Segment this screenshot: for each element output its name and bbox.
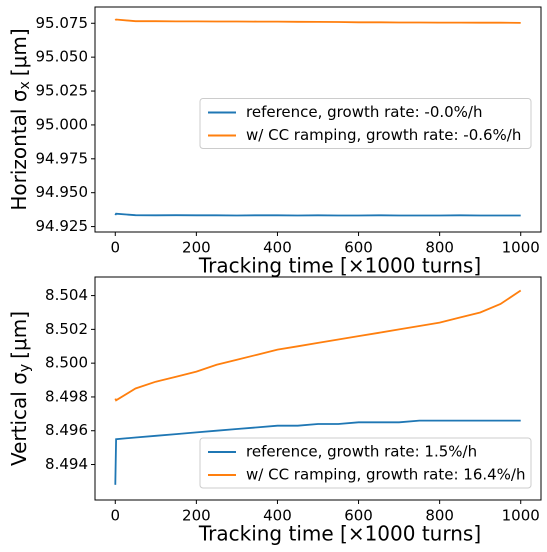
y-tick-label: 8.504 (45, 286, 88, 304)
legend-box (199, 437, 532, 489)
data-line (114, 289, 522, 402)
data-line (114, 419, 521, 485)
y-tick-label: 94.975 (36, 149, 89, 167)
x-tick-label: 400 (263, 507, 292, 525)
x-tick-label: 0 (110, 239, 120, 257)
y-tick-label: 95.000 (36, 115, 89, 133)
y-axis-label-text: Horizontal σ (7, 89, 31, 210)
y-tick-label: 94.925 (36, 217, 89, 235)
x-tick-label: 1000 (502, 239, 540, 257)
x-tick-label: 600 (344, 507, 373, 525)
x-tick-label: 400 (263, 239, 292, 257)
y-axis-label-unit: [μm] (7, 28, 31, 76)
legend-label: reference, growth rate: 1.5%/h (246, 443, 477, 461)
y-tick-label: 8.498 (45, 387, 88, 405)
y-axis-label: Horizontal σx [μm] (7, 28, 34, 210)
y-tick-label: 95.075 (36, 14, 89, 32)
y-tick-label: 95.050 (36, 48, 89, 66)
y-axis-label: Vertical σy [μm] (7, 311, 34, 466)
x-tick-label: 200 (182, 507, 211, 525)
legend-box (199, 98, 532, 149)
y-tick-label: 8.496 (45, 421, 88, 439)
data-line (114, 18, 521, 24)
y-tick-label: 8.500 (45, 354, 88, 372)
axes-frame (94, 6, 542, 233)
x-axis-label: Tracking time [×1000 turns] (198, 522, 481, 546)
y-tick-label: 8.494 (45, 455, 88, 473)
y-axis-label-unit: [μm] (7, 311, 31, 359)
y-tick-label: 95.025 (36, 82, 89, 100)
axes-frame (94, 276, 542, 501)
legend-label: w/ CC ramping, growth rate: 16.4%/h (246, 466, 526, 484)
x-tick-label: 1000 (502, 507, 540, 525)
x-tick-label: 200 (182, 239, 211, 257)
x-tick-label: 800 (425, 507, 454, 525)
legend-label: w/ CC ramping, growth rate: -0.6%/h (246, 126, 521, 144)
y-tick-label: 94.950 (36, 183, 89, 201)
x-tick-label: 800 (425, 239, 454, 257)
y-tick-label: 8.502 (45, 320, 88, 338)
data-line (114, 212, 521, 217)
x-tick-label: 0 (110, 507, 120, 525)
legend-label: reference, growth rate: -0.0%/h (246, 103, 483, 121)
y-axis-label-text: Vertical σ (7, 372, 31, 466)
x-axis-label: Tracking time [×1000 turns] (198, 254, 481, 278)
y-axis-label-subscript: x (17, 81, 33, 89)
x-tick-label: 600 (344, 239, 373, 257)
y-axis-label-subscript: y (17, 364, 33, 372)
